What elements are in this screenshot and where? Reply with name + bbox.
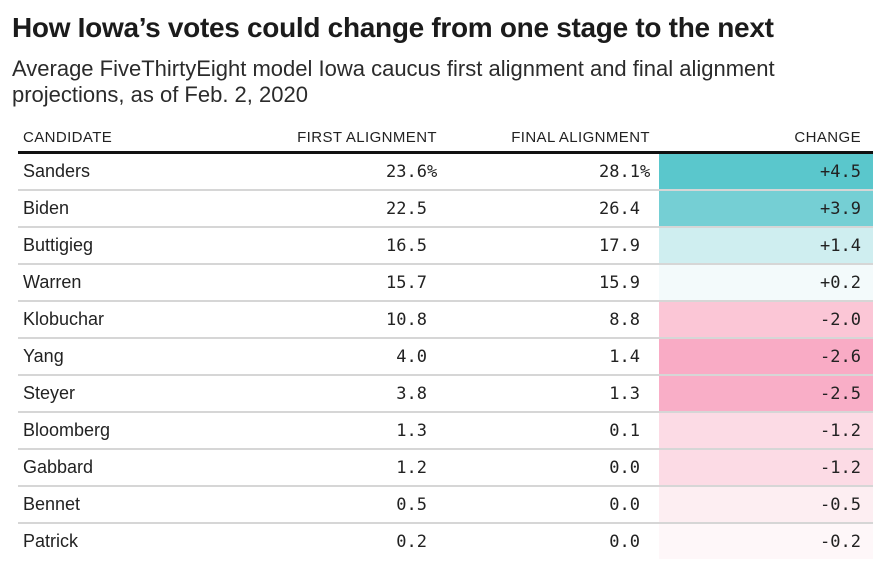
final-alignment-value: 17.9 <box>599 235 640 256</box>
column-gap <box>650 450 659 485</box>
table-row-warren: Warren 15.7 15.9 +0.2 <box>18 265 873 303</box>
column-gap <box>650 376 659 411</box>
column-gap <box>650 154 659 189</box>
table-row-bennet: Bennet 0.5 0.0 -0.5 <box>18 487 873 525</box>
table-row-buttigieg: Buttigieg 16.5 17.9 +1.4 <box>18 228 873 266</box>
candidate-name: Warren <box>23 272 82 293</box>
first-alignment-value: 1.3 <box>396 420 427 441</box>
final-alignment-value: 28.1% <box>599 161 651 182</box>
first-alignment-value: 15.7 <box>386 272 427 293</box>
final-alignment-value: 1.3 <box>609 383 640 404</box>
change-value-cell: +1.4 <box>659 228 873 264</box>
table-row-gabbard: Gabbard 1.2 0.0 -1.2 <box>18 450 873 488</box>
page: How Iowa’s votes could change from one s… <box>12 12 873 560</box>
col-header-candidate: CANDIDATE <box>23 129 113 147</box>
final-alignment-value: 8.8 <box>609 309 640 330</box>
column-gap <box>650 265 659 300</box>
col-header-first-alignment: FIRST ALIGNMENT <box>297 129 437 147</box>
table-row-sanders: Sanders 23.6% 28.1% +4.5 <box>18 154 873 192</box>
table-header-row: CANDIDATE FIRST ALIGNMENT FINAL ALIGNMEN… <box>18 128 873 155</box>
first-alignment-value: 0.5 <box>396 494 427 515</box>
table-row-klobuchar: Klobuchar 10.8 8.8 -2.0 <box>18 302 873 340</box>
table-row-steyer: Steyer 3.8 1.3 -2.5 <box>18 376 873 414</box>
change-value-cell: -0.5 <box>659 487 873 523</box>
first-alignment-value: 23.6% <box>386 161 438 182</box>
change-value-cell: +3.9 <box>659 191 873 227</box>
column-gap <box>650 191 659 226</box>
change-value-cell: -1.2 <box>659 450 873 486</box>
percent-suffix: % <box>640 161 651 182</box>
col-header-final-alignment: FINAL ALIGNMENT <box>511 129 650 147</box>
column-gap <box>650 228 659 263</box>
candidate-name: Yang <box>23 346 64 367</box>
change-value-cell: -2.5 <box>659 376 873 412</box>
column-gap <box>650 339 659 374</box>
table-row-biden: Biden 22.5 26.4 +3.9 <box>18 191 873 229</box>
col-header-change: CHANGE <box>794 129 861 147</box>
final-alignment-value: 15.9 <box>599 272 640 293</box>
column-gap <box>650 302 659 337</box>
first-alignment-value: 4.0 <box>396 346 427 367</box>
first-alignment-value: 1.2 <box>396 457 427 478</box>
final-alignment-value: 0.0 <box>609 494 640 515</box>
column-gap <box>650 524 659 559</box>
candidate-name: Biden <box>23 198 70 219</box>
first-alignment-value: 3.8 <box>396 383 427 404</box>
change-value-cell: +0.2 <box>659 265 873 301</box>
change-value-cell: +4.5 <box>659 154 873 190</box>
change-value-cell: -1.2 <box>659 413 873 449</box>
candidate-name: Klobuchar <box>23 309 105 330</box>
candidate-name: Gabbard <box>23 457 94 478</box>
candidate-name: Sanders <box>23 161 91 182</box>
first-alignment-value: 16.5 <box>386 235 427 256</box>
change-value-cell: -0.2 <box>659 524 873 560</box>
column-gap <box>650 487 659 522</box>
final-alignment-value: 1.4 <box>609 346 640 367</box>
column-gap <box>650 128 659 151</box>
candidate-name: Bennet <box>23 494 81 515</box>
first-alignment-value: 22.5 <box>386 198 427 219</box>
final-alignment-value: 0.0 <box>609 531 640 552</box>
first-alignment-value: 10.8 <box>386 309 427 330</box>
final-alignment-value: 0.0 <box>609 457 640 478</box>
change-value-cell: -2.6 <box>659 339 873 375</box>
table-row-bloomberg: Bloomberg 1.3 0.1 -1.2 <box>18 413 873 451</box>
table-row-patrick: Patrick 0.2 0.0 -0.2 <box>18 524 873 560</box>
page-title: How Iowa’s votes could change from one s… <box>12 12 774 43</box>
candidate-name: Patrick <box>23 531 79 552</box>
change-value-cell: -2.0 <box>659 302 873 338</box>
first-alignment-value: 0.2 <box>396 531 427 552</box>
candidate-name: Bloomberg <box>23 420 111 441</box>
candidate-name: Buttigieg <box>23 235 94 256</box>
page-subtitle: Average FiveThirtyEight model Iowa caucu… <box>12 56 775 108</box>
alignment-table: CANDIDATE FIRST ALIGNMENT FINAL ALIGNMEN… <box>18 128 873 560</box>
column-gap <box>650 413 659 448</box>
final-alignment-value: 26.4 <box>599 198 640 219</box>
table-row-yang: Yang 4.0 1.4 -2.6 <box>18 339 873 377</box>
final-alignment-value: 0.1 <box>609 420 640 441</box>
candidate-name: Steyer <box>23 383 76 404</box>
percent-suffix: % <box>427 161 438 182</box>
